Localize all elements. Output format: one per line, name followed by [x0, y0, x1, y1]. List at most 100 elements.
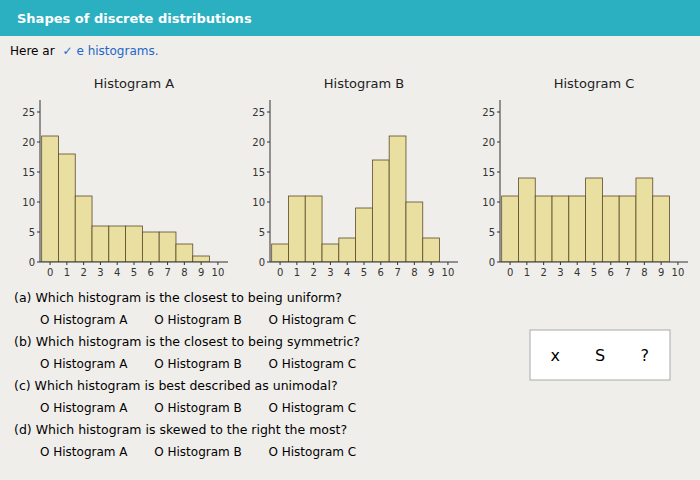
bar	[176, 244, 193, 262]
bar	[518, 178, 535, 262]
x-tick	[201, 262, 202, 265]
x-tick-label: 7	[624, 267, 630, 278]
y-tick	[497, 112, 500, 113]
y-axis	[40, 100, 41, 262]
x-tick	[330, 262, 331, 265]
x-tick-label: 2	[540, 267, 546, 278]
y-axis	[270, 100, 271, 262]
page: Shapes of discrete distributionsHere ar✓…	[0, 0, 700, 480]
y-tick-label: 25	[22, 107, 35, 118]
y-tick-label: 25	[252, 107, 265, 118]
y-tick-label: 15	[22, 167, 35, 178]
y-tick	[37, 232, 40, 233]
x-tick-label: 4	[574, 267, 580, 278]
x-tick-label: 8	[181, 267, 187, 278]
chart-title: Histogram A	[94, 76, 175, 91]
intro-text: Here ar	[10, 44, 55, 58]
bar	[423, 238, 440, 262]
answer-options: O Histogram A O Histogram B O Histogram …	[40, 357, 356, 371]
bar	[109, 226, 126, 262]
x-tick	[150, 262, 151, 265]
x-tick	[397, 262, 398, 265]
x-tick-label: 6	[378, 267, 384, 278]
y-tick-label: 10	[482, 197, 495, 208]
y-tick	[497, 202, 500, 203]
x-tick-label: 9	[658, 267, 664, 278]
bar	[58, 154, 75, 262]
x-tick	[83, 262, 84, 265]
x-tick	[364, 262, 365, 265]
intro-text: ✓ e histograms.	[63, 44, 159, 58]
bar	[339, 238, 356, 262]
y-tick-label: 0	[489, 257, 495, 268]
bar	[502, 196, 519, 262]
bar	[142, 232, 159, 262]
y-tick	[267, 232, 270, 233]
y-tick	[37, 202, 40, 203]
x-tick-label: 0	[47, 267, 53, 278]
y-tick-label: 20	[482, 137, 495, 148]
x-tick	[627, 262, 628, 265]
y-tick-label: 5	[259, 227, 265, 238]
y-tick-label: 20	[22, 137, 35, 148]
x-tick	[447, 262, 448, 265]
x-tick-label: 10	[212, 267, 225, 278]
x-tick-label: 8	[411, 267, 417, 278]
y-tick	[267, 262, 270, 263]
header-bar	[0, 0, 700, 36]
chart-title: Histogram B	[324, 76, 405, 91]
x-tick-label: 6	[608, 267, 614, 278]
question: (c) Which histogram is best described as…	[14, 378, 338, 393]
box-symbol[interactable]: ?	[641, 346, 650, 365]
bars	[42, 136, 210, 262]
x-tick	[526, 262, 527, 265]
background	[0, 0, 700, 480]
box-symbol[interactable]: x	[550, 346, 559, 365]
symbol-box	[530, 330, 670, 380]
y-tick-label: 0	[259, 257, 265, 268]
question: (b) Which histogram is the closest to be…	[14, 334, 360, 349]
x-tick-label: 4	[114, 267, 120, 278]
question: (d) Which histogram is skewed to the rig…	[14, 422, 347, 437]
x-tick-label: 2	[80, 267, 86, 278]
x-tick-label: 1	[294, 267, 300, 278]
y-tick	[497, 172, 500, 173]
bar	[602, 196, 619, 262]
x-tick	[280, 262, 281, 265]
bars	[272, 136, 440, 262]
histogram-panel: Histogram B0123456789100510152025	[252, 76, 458, 278]
x-tick-label: 1	[524, 267, 530, 278]
y-tick	[267, 172, 270, 173]
bar	[406, 202, 423, 262]
x-tick	[167, 262, 168, 265]
bar	[636, 178, 653, 262]
x-tick-label: 7	[394, 267, 400, 278]
y-tick	[267, 112, 270, 113]
bar	[569, 196, 586, 262]
x-tick-label: 9	[428, 267, 434, 278]
x-tick-label: 3	[557, 267, 563, 278]
x-tick-label: 8	[641, 267, 647, 278]
x-tick	[66, 262, 67, 265]
answer-options: O Histogram A O Histogram B O Histogram …	[40, 401, 356, 415]
bar	[552, 196, 569, 262]
answer-options: O Histogram A O Histogram B O Histogram …	[40, 313, 356, 327]
bar	[653, 196, 670, 262]
box-symbol[interactable]: S	[595, 346, 605, 365]
x-tick-label: 4	[344, 267, 350, 278]
x-tick	[313, 262, 314, 265]
question: (a) Which histogram is the closest to be…	[14, 290, 342, 305]
x-tick-label: 0	[277, 267, 283, 278]
histogram-panel: Histogram C0123456789100510152025	[482, 76, 688, 278]
histogram-panel: Histogram A0123456789100510152025	[22, 76, 228, 278]
x-tick	[661, 262, 662, 265]
x-tick-label: 3	[97, 267, 103, 278]
x-tick-label: 1	[64, 267, 70, 278]
bar	[305, 196, 322, 262]
x-tick	[217, 262, 218, 265]
x-tick	[50, 262, 51, 265]
y-tick	[267, 142, 270, 143]
x-tick-label: 5	[131, 267, 137, 278]
y-tick-label: 10	[252, 197, 265, 208]
x-tick	[184, 262, 185, 265]
